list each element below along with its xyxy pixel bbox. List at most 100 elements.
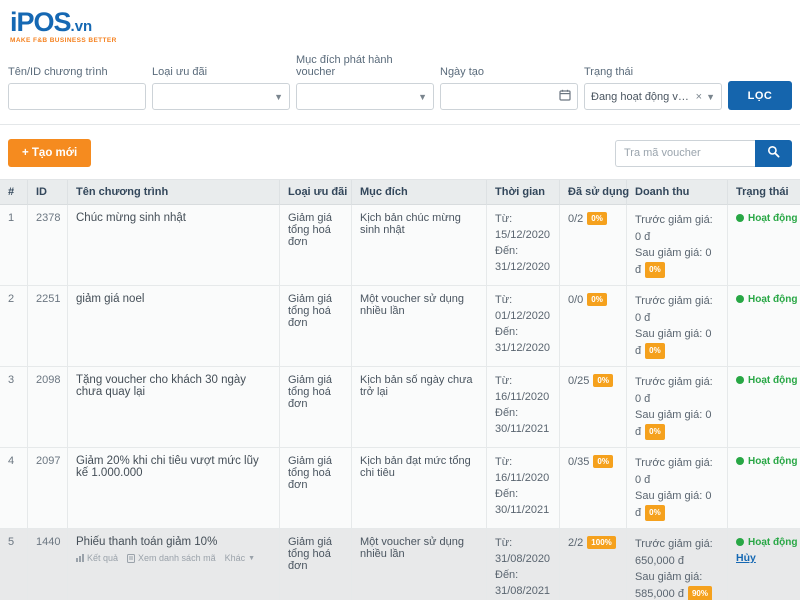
voucher-purpose-select[interactable]: ▼ <box>296 83 434 110</box>
table-row[interactable]: 4 2097 Giảm 20% khi chi tiêu vượt mức lũ… <box>0 448 800 529</box>
after-discount-label: Sau giảm giá: <box>635 490 703 502</box>
filter-date-label: Ngày tạo <box>440 66 485 78</box>
before-discount-value: 650,000 đ <box>635 554 684 567</box>
created-date-input[interactable] <box>440 83 578 110</box>
cancel-link[interactable]: Hủy <box>736 552 756 564</box>
status-badge: Hoạt động <box>748 375 798 386</box>
status-dot-icon <box>736 214 744 222</box>
revenue-percent-badge: 0% <box>645 342 665 359</box>
to-label: Đến: <box>495 406 519 419</box>
status-badge: Hoạt động <box>748 537 798 548</box>
create-new-button[interactable]: + Tạo mới <box>8 139 92 167</box>
status-select-value: Đang hoạt động và sắp đến <box>591 90 692 103</box>
results-action[interactable]: Kết quả <box>76 553 118 563</box>
from-date: 16/11/2020 <box>495 471 550 484</box>
to-label: Đến: <box>495 244 519 257</box>
after-discount-label: Sau giảm giá: <box>635 409 703 421</box>
from-date: 01/12/2020 <box>495 309 551 322</box>
voucher-search-input[interactable] <box>615 139 755 167</box>
row-id: 2097 <box>28 448 68 529</box>
header-num: # <box>0 180 28 205</box>
clear-icon[interactable]: × <box>695 90 703 103</box>
before-discount-value: 0 đ <box>635 473 651 486</box>
after-discount-value: 0 đ <box>635 328 712 357</box>
revenue-percent-badge: 0% <box>645 423 665 440</box>
from-label: Từ: <box>495 294 513 306</box>
used-percent-badge: 0% <box>593 374 613 387</box>
status-cell: Hoạt động Hủy <box>728 529 800 600</box>
program-name: Tặng voucher cho khách 30 ngày chưa quay… <box>76 374 247 398</box>
status-badge: Hoạt động <box>748 456 798 467</box>
revenue: Trước giảm giá: 0 đ Sau giảm giá: 0 đ 0% <box>627 205 728 286</box>
row-index: 2 <box>0 286 28 367</box>
search-button[interactable] <box>755 139 792 167</box>
row-actions: Kết quả Xem danh sách mã Khác ▼ <box>76 553 271 563</box>
to-date: 31/12/2020 <box>495 260 551 273</box>
offer-type: Giảm giá tổng hoá đơn <box>280 286 352 367</box>
from-label: Từ: <box>495 213 513 225</box>
program-name: giảm giá noel <box>76 293 145 305</box>
time-range: Từ: 16/11/2020 Đến: 30/11/2021 <box>487 448 560 529</box>
before-discount-value: 0 đ <box>635 392 651 405</box>
used-percent-badge: 0% <box>587 293 607 306</box>
program-name: Phiếu thanh toán giảm 10% <box>76 536 218 548</box>
table-row[interactable]: 1 2378 Chúc mừng sinh nhật Giảm giá tổng… <box>0 205 800 286</box>
used-count: 0/2 <box>568 213 584 225</box>
brand-header: iPOS.vn MAKE F&B BUSINESS BETTER <box>0 0 800 50</box>
usage: 0/0 0% <box>560 286 627 367</box>
usage: 2/2 100% <box>560 529 627 600</box>
from-date: 15/12/2020 <box>495 228 551 241</box>
program-name: Chúc mừng sinh nhật <box>76 212 186 224</box>
header-name: Tên chương trình <box>68 180 280 205</box>
to-label: Đến: <box>495 325 519 338</box>
status-cell: Hoạt động <box>728 367 800 448</box>
logo-suffix: .vn <box>70 18 93 35</box>
row-index: 5 <box>0 529 28 600</box>
table-toolbar: + Tạo mới <box>0 125 800 179</box>
status-dot-icon <box>736 538 744 546</box>
status-cell: Hoạt động <box>728 286 800 367</box>
to-label: Đến: <box>495 487 519 500</box>
offer-type: Giảm giá tổng hoá đơn <box>280 448 352 529</box>
filter-button[interactable]: LỌC <box>728 81 792 110</box>
before-discount-label: Trước giảm giá: <box>635 457 713 469</box>
used-percent-badge: 0% <box>587 212 607 225</box>
status-dot-icon <box>736 457 744 465</box>
header-id: ID <box>28 180 68 205</box>
offer-type-select[interactable]: ▼ <box>152 83 290 110</box>
after-discount-value: 0 đ <box>635 490 712 519</box>
calendar-icon <box>559 89 571 104</box>
used-percent-badge: 100% <box>587 536 616 549</box>
after-discount-label: Sau giảm giá: <box>635 571 703 583</box>
results-action-label: Kết quả <box>87 553 119 563</box>
usage: 0/2 0% <box>560 205 627 286</box>
header-type: Loại ưu đãi <box>280 180 352 205</box>
used-count: 0/0 <box>568 294 584 306</box>
revenue: Trước giảm giá: 0 đ Sau giảm giá: 0 đ 0% <box>627 448 728 529</box>
row-id: 2251 <box>28 286 68 367</box>
offer-type: Giảm giá tổng hoá đơn <box>280 367 352 448</box>
chevron-down-icon: ▼ <box>706 91 715 102</box>
view-codes-action[interactable]: Xem danh sách mã <box>127 553 216 563</box>
offer-type: Giảm giá tổng hoá đơn <box>280 529 352 600</box>
row-index: 1 <box>0 205 28 286</box>
table-row[interactable]: 3 2098 Tặng voucher cho khách 30 ngày ch… <box>0 367 800 448</box>
row-id: 1440 <box>28 529 68 600</box>
purpose: Kịch bản đạt mức tổng chi tiêu <box>352 448 487 529</box>
status-badge: Hoạt động <box>748 213 798 224</box>
status-dot-icon <box>736 295 744 303</box>
chevron-down-icon: ▼ <box>418 91 427 102</box>
time-range: Từ: 31/08/2020 Đến: 31/08/2021 <box>487 529 560 600</box>
table-row[interactable]: 5 1440 Phiếu thanh toán giảm 10% Kết quả… <box>0 529 800 600</box>
from-date: 16/11/2020 <box>495 390 550 403</box>
more-action[interactable]: Khác ▼ <box>225 553 255 563</box>
time-range: Từ: 16/11/2020 Đến: 30/11/2021 <box>487 367 560 448</box>
purpose: Kịch bản số ngày chưa trở lại <box>352 367 487 448</box>
program-name-input[interactable] <box>8 83 146 110</box>
after-discount-value: 585,000 đ <box>635 587 684 600</box>
logo-text: iPOS <box>10 7 72 37</box>
table-row[interactable]: 2 2251 giảm giá noel Giảm giá tổng hoá đ… <box>0 286 800 367</box>
brand-tagline: MAKE F&B BUSINESS BETTER <box>10 37 117 44</box>
status-select[interactable]: Đang hoạt động và sắp đến × ▼ <box>584 83 722 110</box>
before-discount-value: 0 đ <box>635 311 651 324</box>
